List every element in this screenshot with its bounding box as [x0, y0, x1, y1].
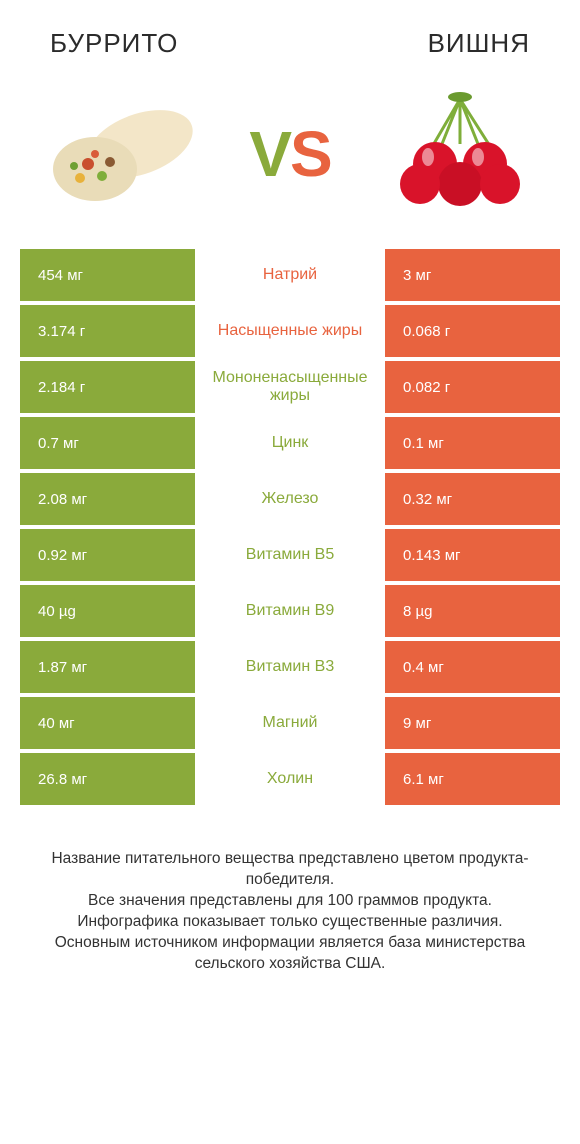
vs-v: V	[249, 118, 290, 190]
table-row: 454 мгНатрий3 мг	[20, 249, 560, 301]
value-right: 0.4 мг	[385, 641, 560, 693]
value-right: 0.32 мг	[385, 473, 560, 525]
value-left: 0.92 мг	[20, 529, 195, 581]
table-row: 0.92 мгВитамин B50.143 мг	[20, 529, 560, 581]
header: БУРРИТО ВИШНЯ	[0, 0, 580, 69]
footer-line: Инфографика показывает только существенн…	[30, 912, 550, 933]
nutrient-label: Витамин B5	[195, 529, 385, 581]
value-left: 40 мг	[20, 697, 195, 749]
table-row: 40 µgВитамин B98 µg	[20, 585, 560, 637]
value-right: 3 мг	[385, 249, 560, 301]
table-row: 2.08 мгЖелезо0.32 мг	[20, 473, 560, 525]
footer-line: Название питательного вещества представл…	[30, 849, 550, 891]
table-row: 40 мгМагний9 мг	[20, 697, 560, 749]
cherry-image	[380, 89, 540, 219]
title-left: БУРРИТО	[50, 28, 178, 59]
value-left: 2.184 г	[20, 361, 195, 413]
value-right: 0.068 г	[385, 305, 560, 357]
nutrient-label: Витамин B9	[195, 585, 385, 637]
value-left: 1.87 мг	[20, 641, 195, 693]
table-row: 1.87 мгВитамин B30.4 мг	[20, 641, 560, 693]
footer-line: Все значения представлены для 100 граммо…	[30, 891, 550, 912]
nutrient-label: Цинк	[195, 417, 385, 469]
value-left: 40 µg	[20, 585, 195, 637]
value-left: 0.7 мг	[20, 417, 195, 469]
nutrient-label: Магний	[195, 697, 385, 749]
footer-note: Название питательного вещества представл…	[0, 809, 580, 975]
value-left: 454 мг	[20, 249, 195, 301]
value-right: 9 мг	[385, 697, 560, 749]
nutrient-label: Насыщенные жиры	[195, 305, 385, 357]
value-right: 6.1 мг	[385, 753, 560, 805]
value-right: 0.143 мг	[385, 529, 560, 581]
comparison-table: 454 мгНатрий3 мг3.174 гНасыщенные жиры0.…	[0, 249, 580, 805]
burrito-image	[40, 89, 200, 219]
vs-row: VS	[0, 69, 580, 249]
value-right: 8 µg	[385, 585, 560, 637]
nutrient-label: Витамин B3	[195, 641, 385, 693]
vs-s: S	[290, 118, 331, 190]
value-left: 26.8 мг	[20, 753, 195, 805]
value-left: 2.08 мг	[20, 473, 195, 525]
nutrient-label: Железо	[195, 473, 385, 525]
value-right: 0.1 мг	[385, 417, 560, 469]
nutrient-label: Холин	[195, 753, 385, 805]
footer-line: Основным источником информации является …	[30, 933, 550, 975]
table-row: 0.7 мгЦинк0.1 мг	[20, 417, 560, 469]
table-row: 3.174 гНасыщенные жиры0.068 г	[20, 305, 560, 357]
value-right: 0.082 г	[385, 361, 560, 413]
nutrient-label: Натрий	[195, 249, 385, 301]
nutrient-label: Мононенасыщенные жиры	[195, 361, 385, 413]
table-row: 26.8 мгХолин6.1 мг	[20, 753, 560, 805]
value-left: 3.174 г	[20, 305, 195, 357]
table-row: 2.184 гМононенасыщенные жиры0.082 г	[20, 361, 560, 413]
vs-label: VS	[249, 117, 330, 191]
title-right: ВИШНЯ	[428, 28, 530, 59]
